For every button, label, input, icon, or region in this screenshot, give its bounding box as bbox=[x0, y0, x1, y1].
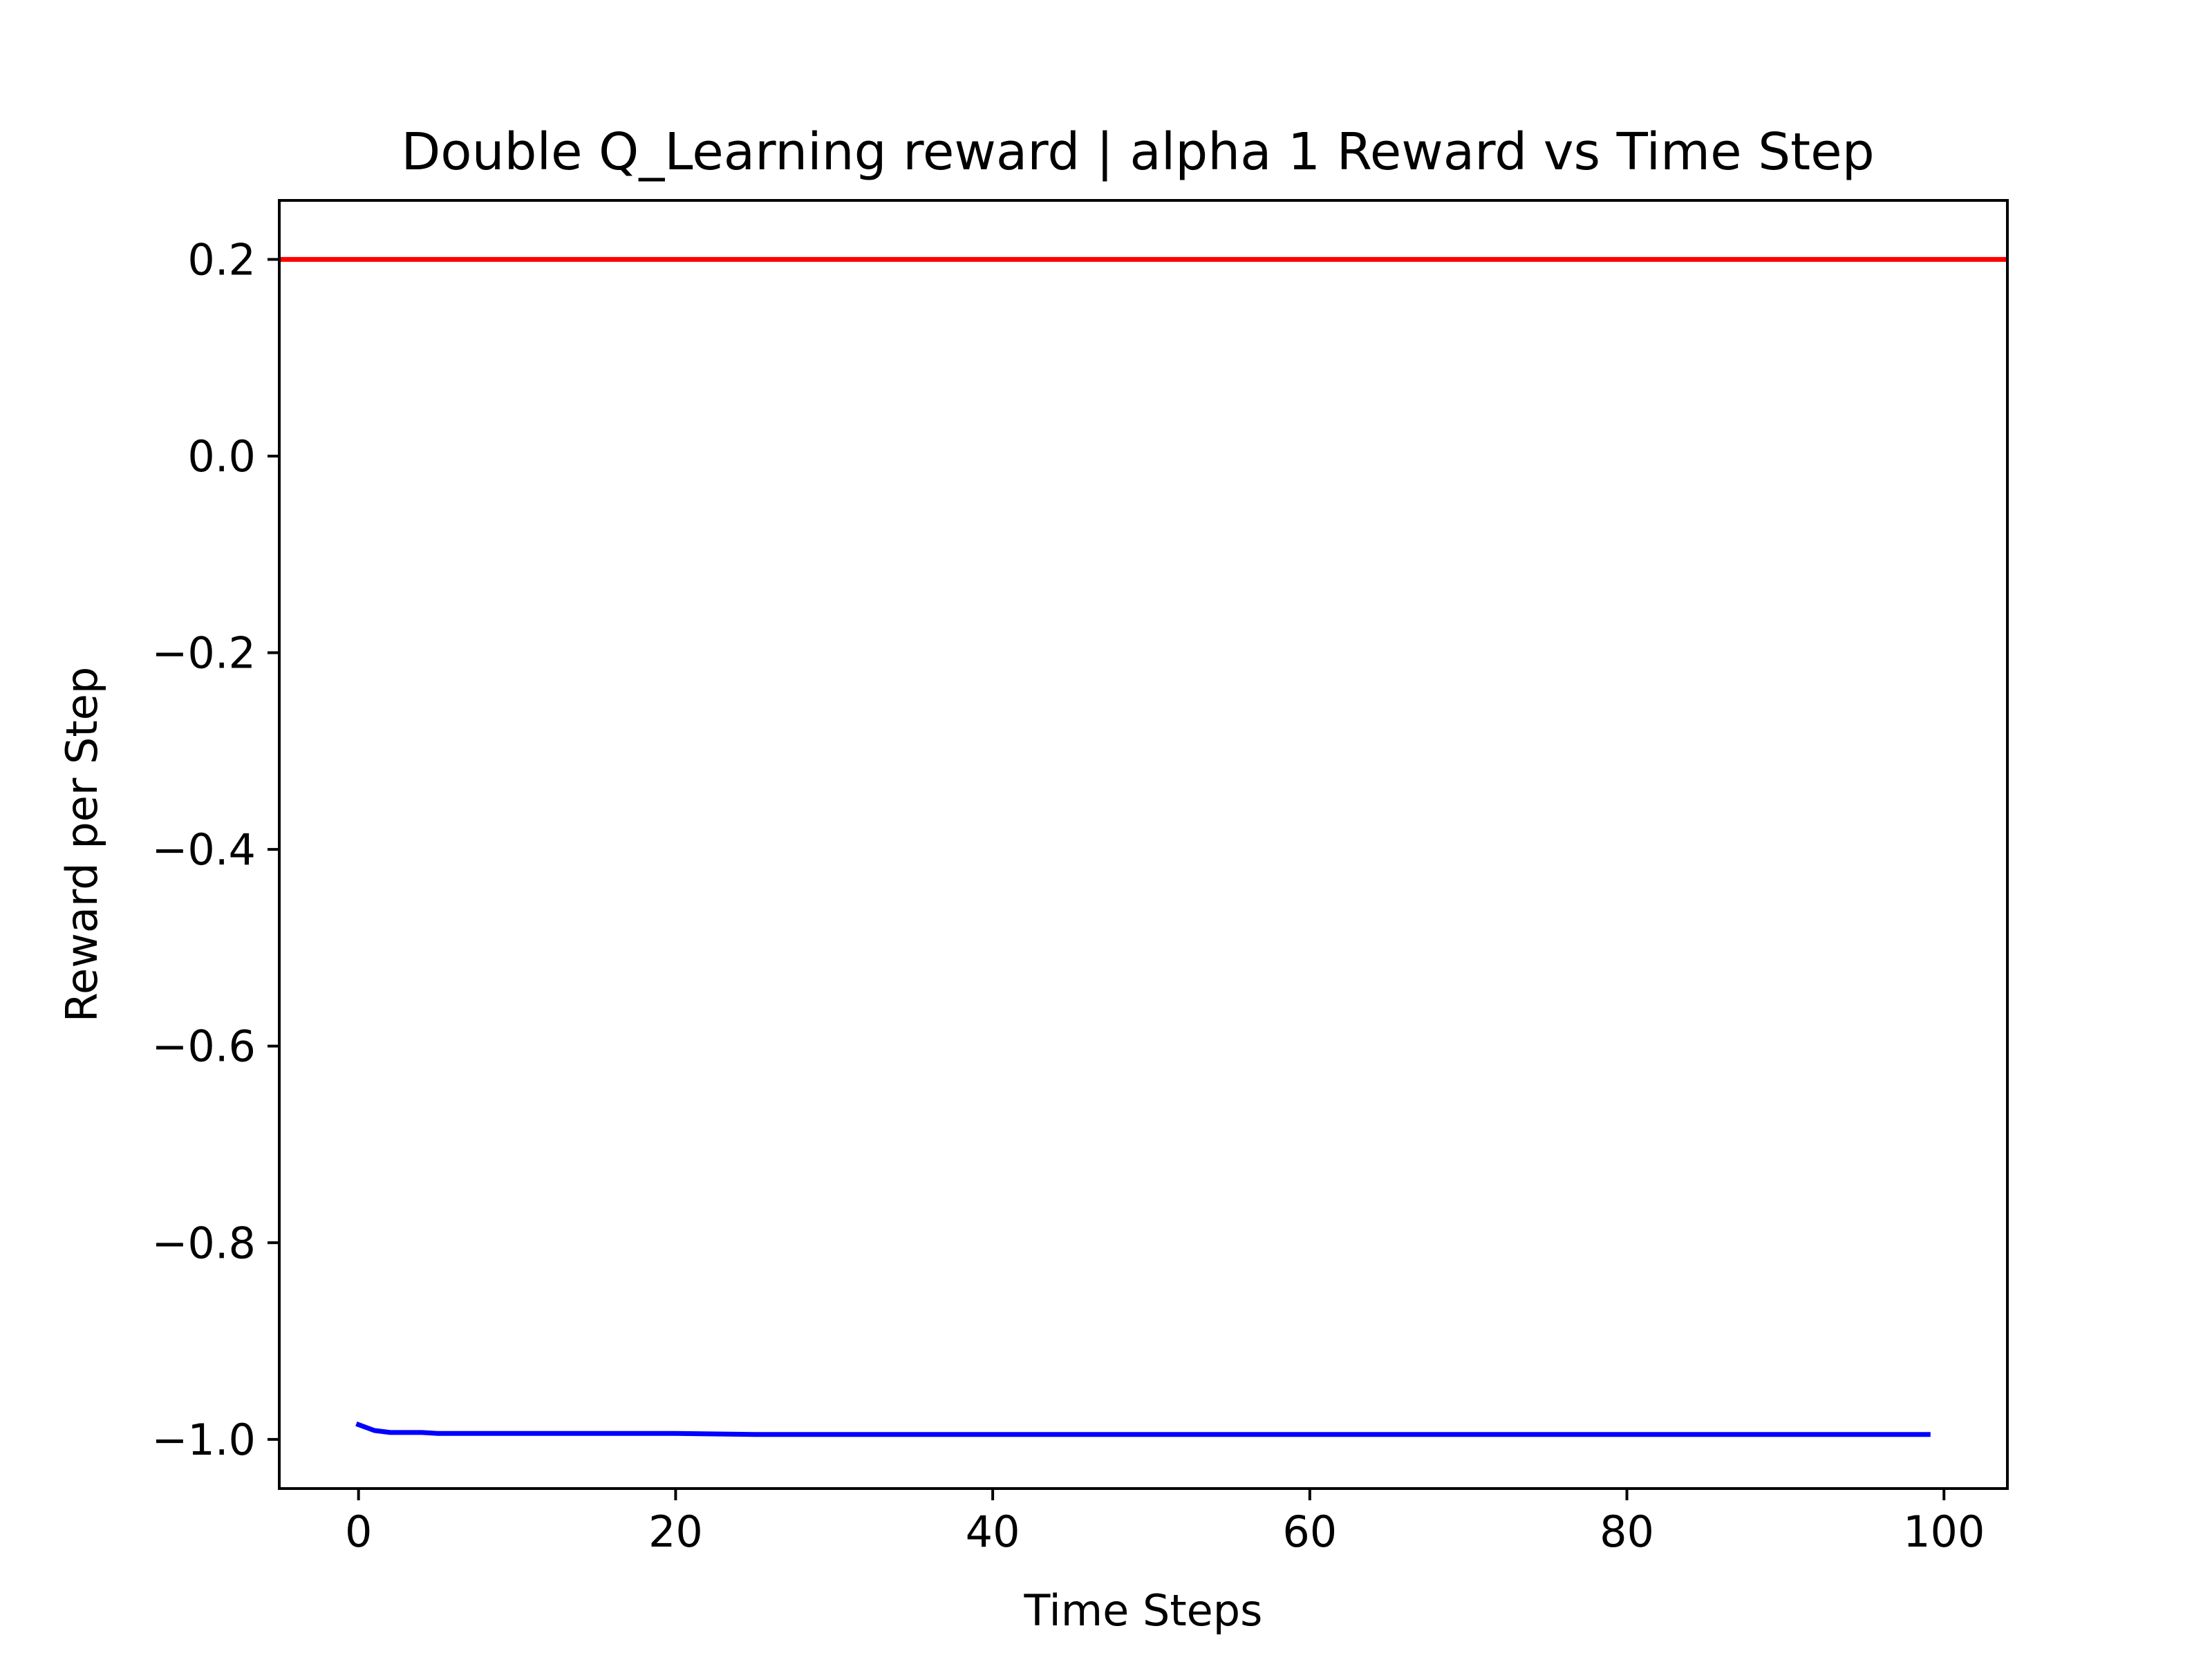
x-axis-label: Time Steps bbox=[1024, 1585, 1263, 1636]
y-axis-ticks: 0.2 0.0 −0.2 −0.4 −0.6 −0.8 −1.0 bbox=[151, 234, 279, 1465]
y-tick-label: −0.6 bbox=[151, 1021, 256, 1072]
y-tick-label: −0.4 bbox=[151, 824, 256, 875]
x-axis-ticks: 0 20 40 60 80 100 bbox=[345, 1489, 1985, 1557]
x-tick-label: 80 bbox=[1600, 1507, 1654, 1557]
axes-frame bbox=[278, 199, 2009, 1490]
x-tick-label: 0 bbox=[345, 1507, 372, 1557]
y-tick-label: −1.0 bbox=[151, 1415, 256, 1465]
x-tick-label: 40 bbox=[966, 1507, 1020, 1557]
y-axis-label: Reward per Step bbox=[57, 667, 107, 1022]
x-tick-label: 20 bbox=[648, 1507, 703, 1557]
y-tick-label: −0.8 bbox=[151, 1218, 256, 1268]
series-line-0 bbox=[355, 1422, 1931, 1437]
chart-title: Double Q_Learning reward | alpha 1 Rewar… bbox=[401, 122, 1874, 182]
x-tick-label: 100 bbox=[1903, 1507, 1985, 1557]
plot-area bbox=[279, 256, 2007, 1437]
y-tick-label: −0.2 bbox=[151, 628, 256, 679]
y-tick-label: 0.2 bbox=[187, 234, 256, 285]
x-tick-label: 60 bbox=[1282, 1507, 1337, 1557]
y-tick-label: 0.0 bbox=[187, 431, 256, 482]
